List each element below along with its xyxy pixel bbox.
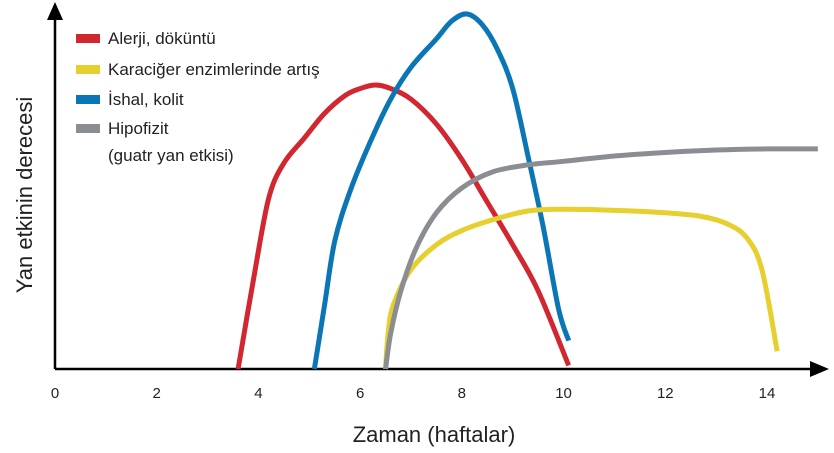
x-axis-title: Zaman (haftalar) xyxy=(353,422,516,447)
series-line-0 xyxy=(235,82,571,370)
series-lines xyxy=(235,11,818,370)
x-tick-label: 14 xyxy=(759,385,776,402)
x-tick-label: 6 xyxy=(356,385,364,402)
legend-swatch-1 xyxy=(76,65,100,74)
legend-swatch-0 xyxy=(76,34,100,43)
legend-swatch-2 xyxy=(76,95,100,104)
x-ticks: 0 2 4 6 8 10 12 14 xyxy=(51,385,776,402)
series-line-1 xyxy=(383,206,780,370)
legend-label-1: Karaciğer enzimlerinde artış xyxy=(108,60,320,79)
x-tick-label: 2 xyxy=(153,385,161,402)
x-tick-label: 8 xyxy=(458,385,466,402)
legend: Alerji, döküntü Karaciğer enzimlerinde ar… xyxy=(76,29,320,165)
x-tick-label: 0 xyxy=(51,385,59,402)
x-tick-label: 12 xyxy=(657,385,674,402)
y-axis-title: Yan etkinin derecesi xyxy=(12,97,37,294)
legend-swatch-3 xyxy=(76,124,100,133)
legend-label-2: İshal, kolit xyxy=(108,90,184,109)
series-line-2 xyxy=(311,11,572,370)
y-axis-arrow-icon xyxy=(47,2,63,20)
x-axis-arrow-icon xyxy=(810,361,829,377)
legend-label-3-line-0: Hipofizit xyxy=(108,119,169,138)
legend-label-0: Alerji, döküntü xyxy=(108,29,216,48)
series-line-3 xyxy=(383,146,818,370)
x-tick-label: 4 xyxy=(254,385,262,402)
legend-label-3-line-1: (guatr yan etkisi) xyxy=(108,146,234,165)
axes xyxy=(47,2,829,377)
x-tick-label: 10 xyxy=(555,385,572,402)
